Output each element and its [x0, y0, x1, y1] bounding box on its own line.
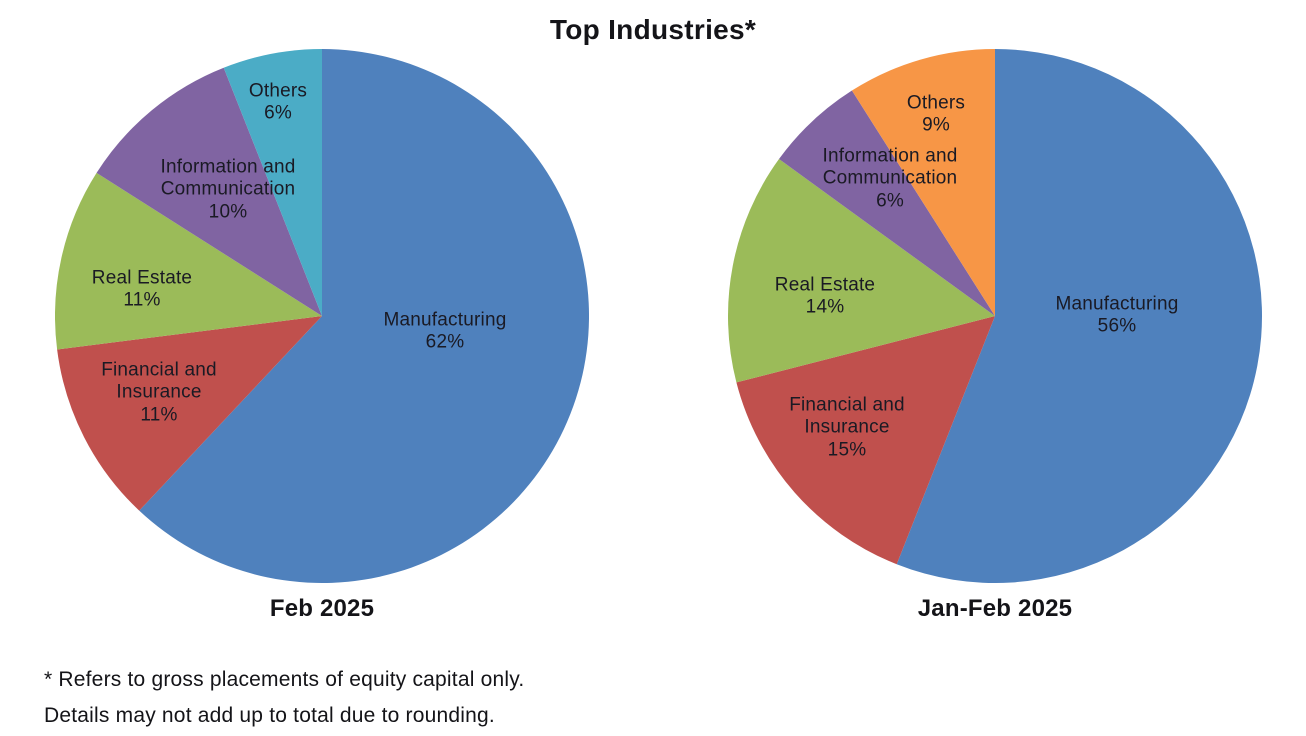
slice-label-financial-and-insurance: Financial and Insurance 15%	[771, 394, 923, 461]
pie-caption-jan-feb-2025: Jan-Feb 2025	[917, 595, 1073, 622]
pie-jan-feb-2025: Manufacturing 56% Financial and Insuranc…	[728, 49, 1262, 653]
slice-name: Financial and Insurance	[789, 394, 905, 438]
slice-percent: 9%	[922, 115, 950, 136]
slice-name: Information and Communication	[160, 156, 296, 200]
slice-label-manufacturing: Manufacturing 56%	[1017, 294, 1217, 339]
slice-name: Others	[906, 92, 966, 114]
slice-percent: 62%	[425, 332, 465, 353]
footnote-line-1: * Refers to gross placements of equity c…	[44, 668, 525, 691]
slice-name: Others	[248, 80, 308, 102]
slice-label-real-estate: Real Estate 14%	[750, 275, 900, 320]
pie-slice-information-and-communication	[96, 67, 322, 316]
pie-jan-feb-2025-svg	[728, 49, 1262, 583]
slice-label-real-estate: Real Estate 11%	[67, 268, 217, 313]
slice-percent: 6%	[264, 103, 292, 124]
pie-slice-manufacturing	[139, 49, 589, 583]
slice-label-information-and-communication: Information and Communication 6%	[799, 145, 981, 212]
pie-feb-2025-svg	[55, 49, 589, 583]
pie-slice-real-estate	[55, 172, 322, 350]
slice-label-financial-and-insurance: Financial and Insurance 11%	[83, 359, 235, 426]
slice-percent: 14%	[805, 297, 845, 318]
slice-percent: 6%	[876, 190, 904, 212]
slice-percent: 11%	[123, 290, 161, 311]
slice-percent: 56%	[1097, 316, 1137, 337]
slice-name: Real Estate	[91, 267, 193, 289]
pie-slice-information-and-communication	[778, 90, 995, 316]
slice-percent: 15%	[827, 439, 867, 461]
slice-label-information-and-communication: Information and Communication 10%	[137, 156, 319, 223]
footnote: * Refers to gross placements of equity c…	[44, 662, 524, 734]
slice-label-manufacturing: Manufacturing 62%	[345, 310, 545, 355]
pie-slice-financial-and-insurance	[57, 316, 323, 511]
slice-name: Manufacturing	[1055, 293, 1179, 315]
slice-percent: 10%	[208, 201, 248, 223]
pie-slice-others	[851, 49, 995, 316]
pie-slice-financial-and-insurance	[736, 316, 995, 565]
pie-feb-2025: Manufacturing 62% Financial and Insuranc…	[55, 49, 589, 653]
slice-label-others: Others 6%	[223, 81, 333, 126]
pie-caption-feb-2025: Feb 2025	[269, 595, 375, 622]
chart-title: Top Industries*	[549, 14, 757, 45]
pie-slice-real-estate	[728, 159, 995, 383]
slice-name: Information and Communication	[822, 145, 958, 189]
slice-name: Manufacturing	[383, 309, 507, 331]
slice-percent: 11%	[140, 404, 178, 426]
footnote-line-2: Details may not add up to total due to r…	[44, 704, 495, 727]
pie-slice-manufacturing	[896, 49, 1262, 583]
pie-slice-others	[223, 49, 322, 316]
slice-label-others: Others 9%	[881, 93, 991, 138]
slice-name: Real Estate	[774, 274, 876, 296]
slice-name: Financial and Insurance	[101, 359, 217, 403]
